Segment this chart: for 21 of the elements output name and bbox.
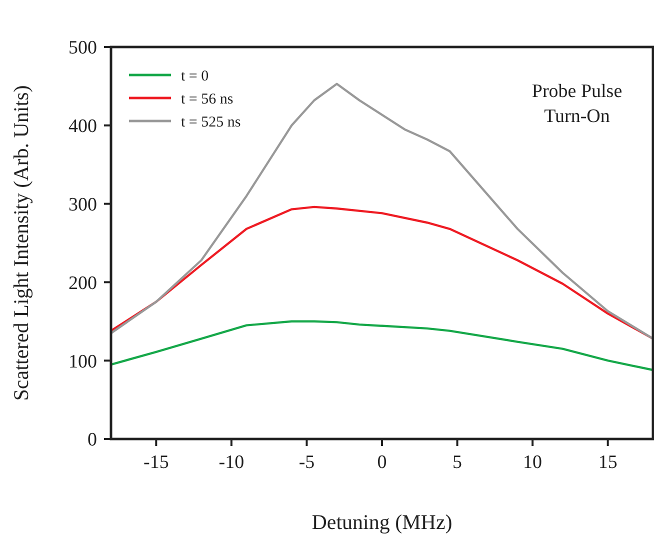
x-tick-label: 5 <box>452 452 462 473</box>
x-tick-label: -15 <box>144 452 169 473</box>
x-tick-label: -5 <box>298 452 315 473</box>
annotation: Probe Pulse Turn-On <box>532 81 622 127</box>
y-tick-label: 300 <box>68 194 97 216</box>
y-tick-label: 200 <box>68 272 97 294</box>
y-tick-label: 500 <box>68 38 97 59</box>
x-tick-label: 10 <box>523 452 542 473</box>
legend-label: t = 0 <box>181 68 209 84</box>
legend-label: t = 56 ns <box>181 91 234 108</box>
x-axis-title: Detuning (MHz) <box>312 510 452 534</box>
y-tick-label: 0 <box>88 430 97 451</box>
line-series <box>110 82 654 340</box>
x-tick-label: 15 <box>598 452 618 473</box>
x-tick-label: 0 <box>377 452 387 473</box>
line-series <box>110 320 654 372</box>
legend-label: t = 525 ns <box>181 114 241 130</box>
y-axis-title: Scattered Light Intensity (Arb. Units) <box>9 85 33 401</box>
x-tick-label: -10 <box>218 452 244 473</box>
y-tick-label: 400 <box>68 116 97 138</box>
y-tick-label: 100 <box>68 351 97 372</box>
